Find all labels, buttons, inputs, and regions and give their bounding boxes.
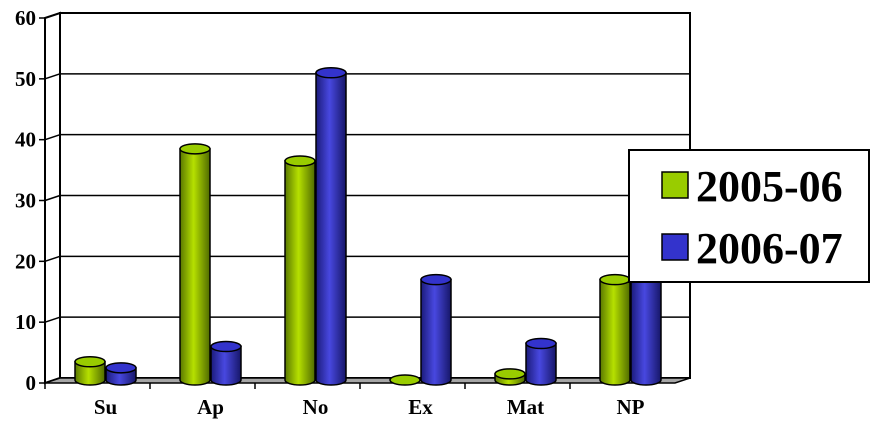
bar-2005-06-Ap xyxy=(179,143,211,386)
x-tick-label: No xyxy=(303,395,329,419)
y-tick-label: 20 xyxy=(15,249,36,273)
bar-body xyxy=(74,361,106,386)
bar-2005-06-Ex xyxy=(389,374,421,386)
y-tick-label: 0 xyxy=(26,371,37,395)
bar-2005-06-No xyxy=(284,155,316,386)
bar-2006-07-Ap xyxy=(210,340,242,386)
bar-body xyxy=(630,257,662,386)
legend: 2005-06 2006-07 xyxy=(628,149,870,283)
bar-2006-07-No xyxy=(315,67,347,386)
gridline-side xyxy=(44,194,61,202)
floor xyxy=(44,377,691,384)
bar-body xyxy=(179,148,211,386)
x-tick-label: Su xyxy=(94,395,118,419)
bar-top xyxy=(179,143,211,155)
bar-body xyxy=(315,72,347,386)
bar-body xyxy=(284,160,316,386)
bar-2006-07-Su xyxy=(105,362,137,386)
x-tick-label: Mat xyxy=(507,395,544,419)
x-tick-label: NP xyxy=(617,395,645,419)
y-tick-label: 40 xyxy=(15,128,36,152)
bar-top xyxy=(105,362,137,374)
gridlines xyxy=(44,73,690,323)
x-tick-label: Ex xyxy=(408,395,433,419)
bar-2006-07-Ex xyxy=(420,273,452,386)
bar-top xyxy=(494,368,526,380)
bar-body xyxy=(210,345,242,386)
y-tick-label: 60 xyxy=(15,6,36,30)
bar-body xyxy=(420,278,452,386)
legend-label-2005-06: 2005-06 xyxy=(696,162,843,211)
y-axis: 0 10 20 30 40 50 60 xyxy=(15,6,45,395)
gridline-side xyxy=(44,133,61,141)
bar-top xyxy=(284,155,316,167)
x-tick-label: Ap xyxy=(197,395,224,419)
plot-walls xyxy=(44,11,691,385)
bar-top xyxy=(389,374,421,386)
bar-top xyxy=(315,67,347,79)
legend-swatch-2006-07 xyxy=(661,233,689,261)
bar-top xyxy=(599,273,631,286)
bar-2005-06-Mat xyxy=(494,368,526,386)
bar-top xyxy=(420,273,452,286)
y-tick-label: 10 xyxy=(15,310,36,334)
bar-body xyxy=(525,342,557,386)
gridline-side xyxy=(44,316,61,323)
x-axis: Su Ap No Ex Mat NP xyxy=(44,383,645,419)
y-tick-label: 50 xyxy=(15,67,36,91)
legend-swatch-2005-06 xyxy=(661,171,689,199)
bar-2006-07-Mat xyxy=(525,337,557,386)
bar-2005-06-Su xyxy=(74,356,106,386)
bar-top xyxy=(210,340,242,353)
bar-body xyxy=(599,278,631,386)
bar-top xyxy=(525,337,557,350)
bar-2005-06-NP xyxy=(599,273,631,386)
y-tick-label: 30 xyxy=(15,189,36,213)
bar-top xyxy=(74,356,106,368)
gridline-side xyxy=(44,255,61,263)
bars xyxy=(74,67,662,386)
legend-label-2006-07: 2006-07 xyxy=(696,224,843,273)
gridline-side xyxy=(44,73,61,80)
